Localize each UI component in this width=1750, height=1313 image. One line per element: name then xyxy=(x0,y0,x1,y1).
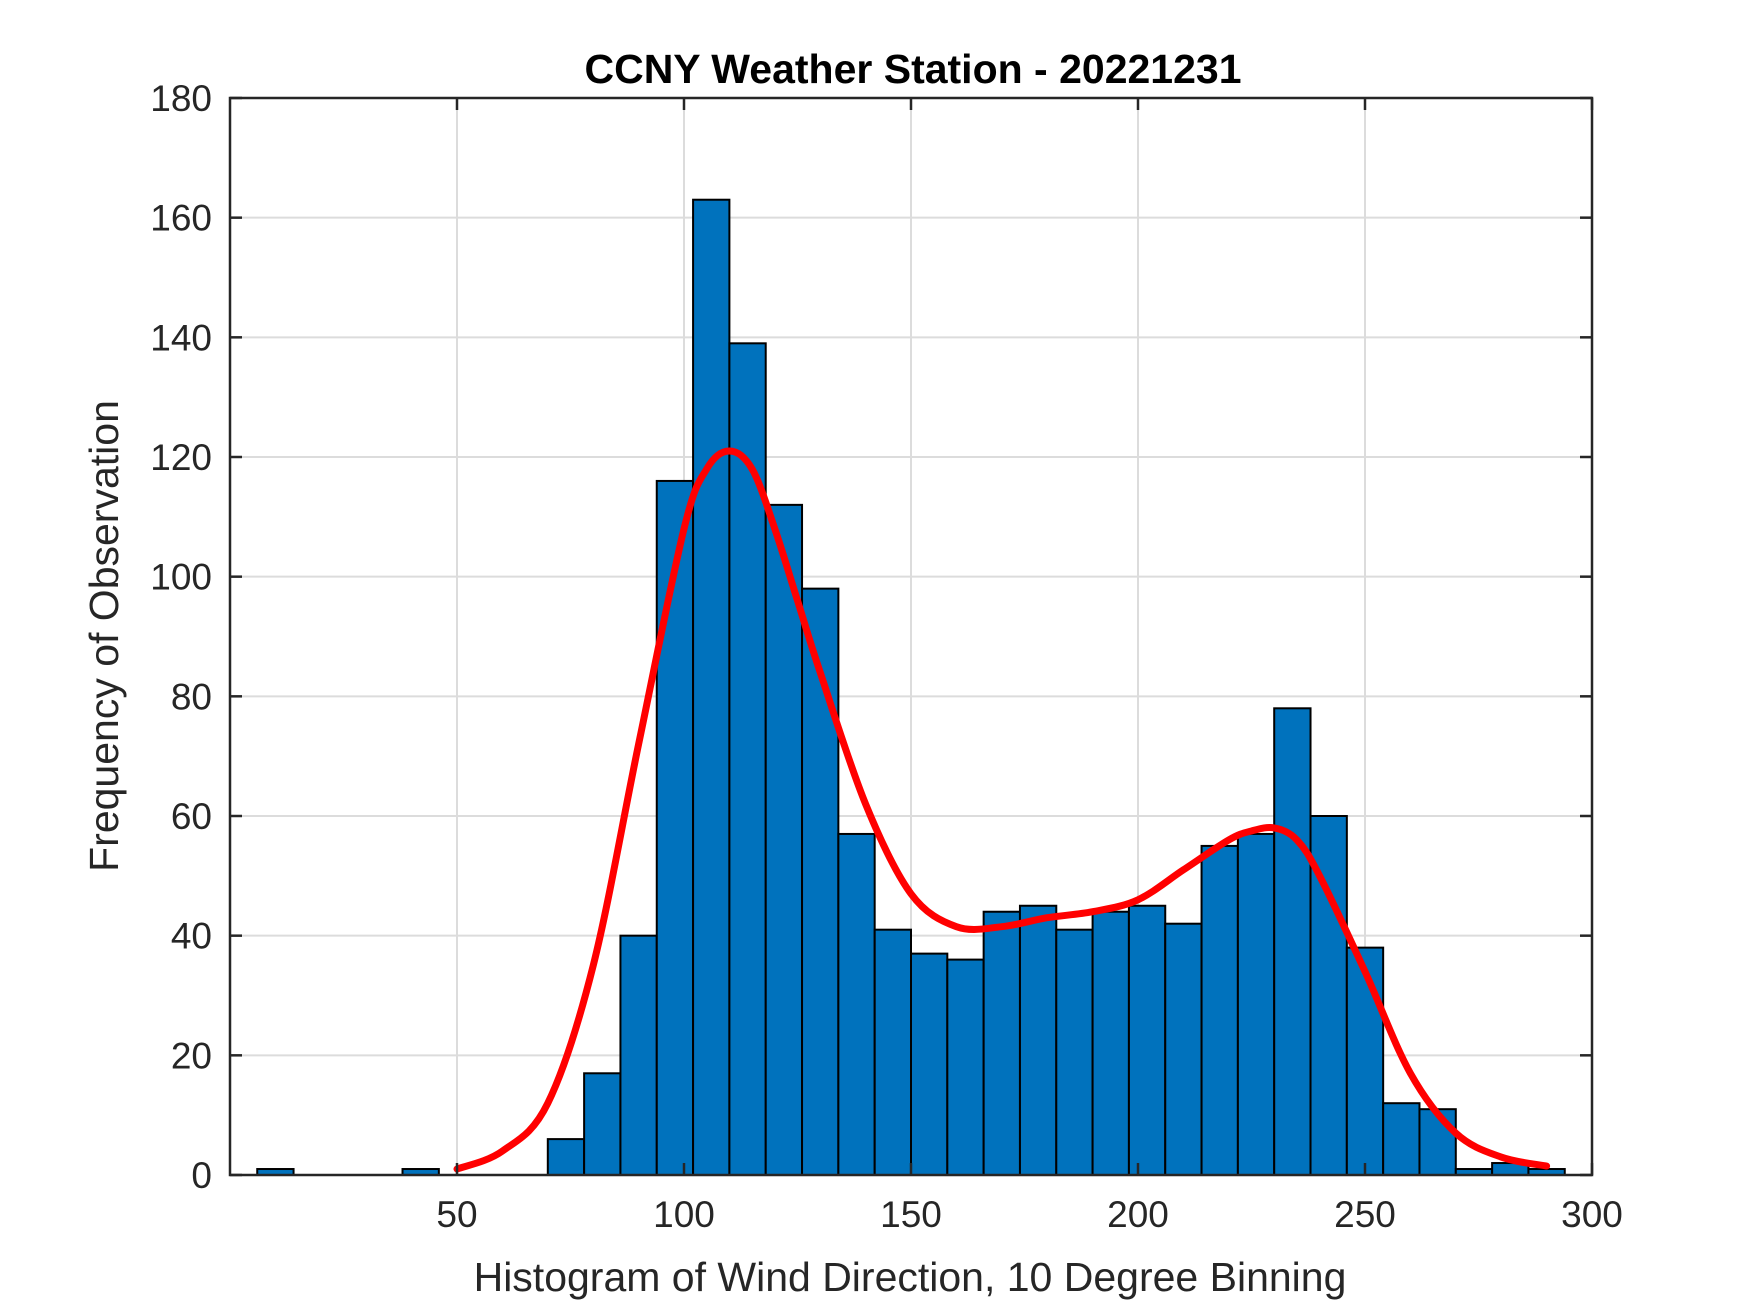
y-tick-label: 60 xyxy=(171,796,212,837)
y-tick-label: 120 xyxy=(150,437,212,478)
histogram-bars xyxy=(256,198,1566,1177)
y-tick-label: 40 xyxy=(171,916,212,957)
y-tick-label: 0 xyxy=(191,1155,212,1196)
x-tick-label: 200 xyxy=(1107,1194,1169,1235)
histogram-bar xyxy=(1164,922,1203,1177)
fit-curve-line xyxy=(453,447,1551,1173)
histogram-bar xyxy=(837,832,876,1176)
histogram-bar xyxy=(982,910,1021,1176)
x-tick-label: 100 xyxy=(653,1194,715,1235)
axes xyxy=(228,96,1594,1177)
histogram-bar xyxy=(1055,928,1094,1177)
x-tick-label: 150 xyxy=(880,1194,942,1235)
histogram-bar xyxy=(873,928,912,1177)
histogram-bar xyxy=(619,934,658,1177)
x-tick-label: 300 xyxy=(1561,1194,1623,1235)
chart-title: CCNY Weather Station - 20221231 xyxy=(584,46,1241,92)
x-axis-label: Histogram of Wind Direction, 10 Degree B… xyxy=(474,1254,1347,1300)
histogram-bar xyxy=(692,198,731,1176)
x-tick-label: 250 xyxy=(1334,1194,1396,1235)
x-tick-label: 50 xyxy=(436,1194,477,1235)
histogram-bar xyxy=(1236,832,1276,1176)
y-tick-label: 160 xyxy=(150,198,212,239)
histogram-bar xyxy=(1382,1102,1421,1176)
histogram-bar xyxy=(1418,1108,1457,1177)
histogram-bar xyxy=(946,958,985,1176)
histogram-bar xyxy=(1018,904,1058,1176)
y-tick-label: 140 xyxy=(150,317,212,358)
y-tick-label: 20 xyxy=(171,1035,212,1076)
y-tick-label: 180 xyxy=(150,78,212,119)
histogram-bar xyxy=(1200,844,1239,1177)
tick-labels: 50 100 150 200 250 300 0 20 40 60 80 100 120 140 160 18… xyxy=(150,78,1623,1235)
y-tick-label: 100 xyxy=(150,557,212,598)
histogram-bar xyxy=(583,1072,622,1176)
histogram-bar xyxy=(1127,904,1167,1176)
fit-curve-layer xyxy=(453,447,1551,1173)
histogram-bar xyxy=(1345,946,1385,1177)
histogram-bar xyxy=(910,952,949,1176)
histogram-bar xyxy=(764,503,804,1177)
histogram-bar xyxy=(1091,910,1130,1176)
y-axis-label: Frequency of Observation xyxy=(81,400,127,872)
y-tick-label: 80 xyxy=(171,676,212,717)
histogram-bar xyxy=(801,587,840,1176)
histogram-bar xyxy=(1273,707,1312,1176)
histogram-bar xyxy=(546,1138,586,1176)
